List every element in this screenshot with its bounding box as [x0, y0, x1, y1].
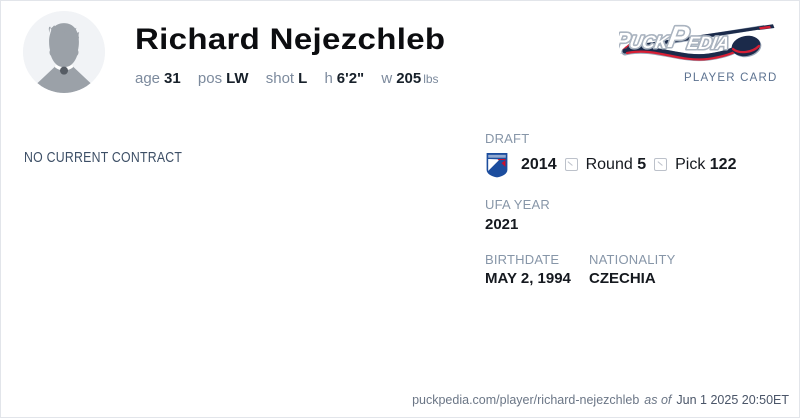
svg-text:PUCKPEDIA: PUCKPEDIA	[619, 21, 733, 54]
